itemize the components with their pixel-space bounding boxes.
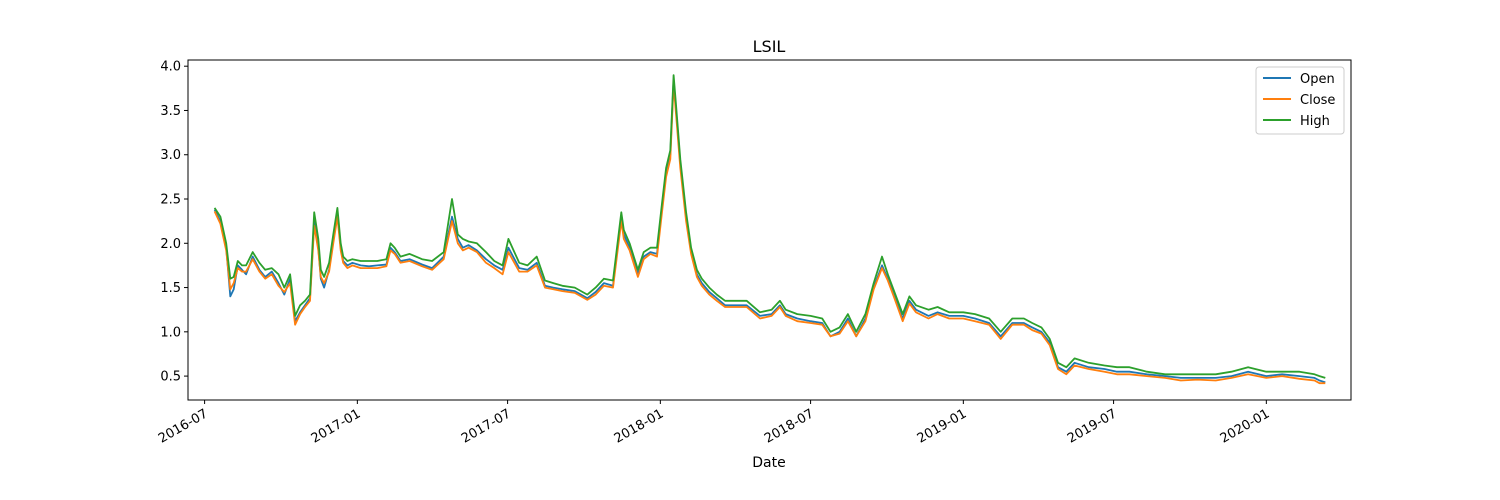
y-tick-label: 3.5 [160,104,181,119]
series-line-high [213,74,1326,379]
y-tick-label: 4.0 [160,60,181,75]
x-axis-title: Date [752,455,785,471]
legend-label-high: High [1300,114,1330,129]
y-tick-label: 3.0 [160,148,181,163]
plot-area-frame [187,59,1352,401]
y-axis: 0.5 1.0 1.5 2.0 2.5 3.0 3.5 4.0 [160,60,188,385]
y-tick-label: 1.0 [160,325,181,340]
series-line-close [213,83,1326,385]
y-tick-label: 0.5 [160,370,181,385]
legend-label-close: Close [1300,93,1335,108]
y-tick-label: 2.0 [160,237,181,252]
plot-lines [213,74,1326,385]
chart-title: LSIL [753,37,786,56]
y-tick-label: 1.5 [160,281,181,296]
y-tick-label: 2.5 [160,193,181,208]
legend-label-open: Open [1300,72,1335,87]
legend-box [1255,66,1345,135]
legend: Open Close High [1255,66,1345,135]
series-line-open [213,78,1326,384]
